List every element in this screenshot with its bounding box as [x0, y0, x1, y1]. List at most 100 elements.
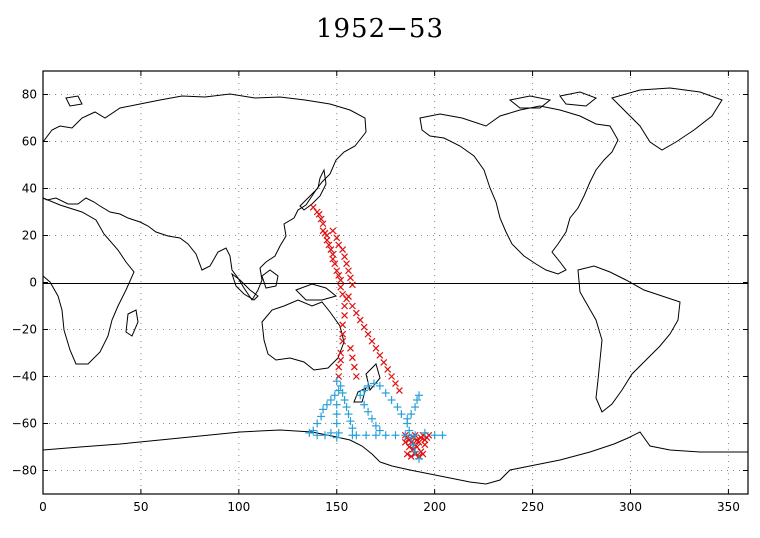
blue-plus-marker [371, 421, 380, 430]
blue-plus-marker [317, 412, 326, 421]
red-cross-marker [352, 373, 360, 380]
x-tick-label: 150 [325, 500, 348, 514]
red-cross-marker [352, 309, 360, 317]
blue-plus-marker [332, 433, 341, 442]
red-cross-marker [337, 283, 345, 291]
blue-plus-marker [346, 417, 355, 426]
red-cross-marker [348, 302, 356, 310]
x-tick-label: 250 [521, 500, 544, 514]
red-cross-marker [392, 380, 399, 387]
x-tick-label: 50 [133, 500, 148, 514]
blue-plus-marker [362, 431, 371, 440]
blue-plus-marker [381, 431, 390, 440]
red-cross-marker [347, 344, 354, 352]
red-cross-marker [368, 337, 376, 345]
blue-plus-marker [319, 405, 328, 414]
blue-plus-marker [342, 403, 351, 412]
blue-plus-marker [332, 400, 341, 409]
blue-plus-marker [352, 431, 361, 440]
grid-lines [43, 71, 748, 494]
blue-plus-marker [344, 410, 353, 419]
y-tick-label: −60 [12, 417, 37, 431]
red-cross-marker [356, 316, 364, 324]
red-cross-marker [343, 260, 350, 268]
blue-plus-marker [368, 414, 376, 423]
red-cross-marker [341, 253, 349, 261]
red-cross-marker [333, 234, 341, 242]
red-cross-marker [315, 210, 323, 218]
blue-plus-marker [391, 431, 400, 440]
blue-plus-marker [420, 428, 429, 437]
red-cross-marker [339, 246, 347, 254]
blue-plus-marker [407, 410, 416, 419]
africa-coast [43, 197, 135, 365]
red-cross-marker [407, 452, 415, 460]
red-cross-marker [323, 236, 331, 244]
blue-plus-marker [332, 410, 341, 419]
x-tick-label: 350 [717, 500, 740, 514]
indonesia-coast [231, 269, 338, 301]
axis-ticks: 0 50 100 150 200 250 300 350806040200−20−40−60−… [12, 71, 748, 514]
blue-plus-marker [375, 426, 384, 435]
blue-plus-marker [415, 391, 423, 400]
red-cross-marker [339, 321, 347, 329]
greenland-coast [611, 87, 723, 151]
data-points [305, 203, 447, 463]
red-cross-marker [337, 356, 345, 364]
blue-plus-marker [405, 426, 414, 435]
blue-plus-marker [336, 381, 345, 390]
blue-plus-marker [332, 419, 341, 428]
blue-plus-marker [334, 428, 343, 437]
australia-coast [261, 299, 345, 371]
eurasia-coast [43, 93, 367, 301]
red-cross-marker [327, 246, 335, 254]
blue-plus-marker [364, 381, 373, 390]
y-tick-label: 0 [29, 276, 37, 290]
blue-plus-marker [403, 419, 412, 428]
red-cross-marker [380, 358, 388, 366]
x-tick-label: 100 [227, 500, 250, 514]
blue-plus-marker [332, 377, 341, 386]
blue-plus-marker [326, 428, 335, 437]
x-tick-label: 300 [619, 500, 642, 514]
antarctica-coast [43, 429, 748, 485]
y-tick-label: 80 [22, 88, 37, 102]
blue-plus-marker [387, 396, 396, 404]
blue-plus-marker [364, 407, 373, 416]
blue-plus-marker [305, 428, 314, 437]
red-cross-marker [329, 255, 337, 263]
plot-frame [42, 70, 749, 495]
blue-plus-marker [326, 396, 335, 404]
red-cross-marker [348, 281, 356, 289]
red-cross-marker [341, 302, 349, 310]
y-tick-label: 20 [22, 229, 37, 243]
red-cross-marker [329, 227, 337, 235]
red-cross-marker [335, 272, 343, 279]
red-cross-marker [325, 241, 333, 249]
blue-plus-marker [340, 396, 349, 404]
chart-title: 1952−53 [315, 14, 445, 44]
red-cross-marker [319, 220, 327, 228]
blue-plus-marker [411, 403, 420, 412]
red-cross-marker [339, 337, 347, 345]
red-cross-marker [333, 267, 341, 275]
x-tick-label: 0 [39, 500, 47, 514]
blue-plus-marker [438, 431, 447, 440]
red-cross-marker [376, 351, 384, 359]
blue-plus-marker [360, 400, 369, 409]
red-cross-marker [331, 260, 339, 268]
red-cross-marker [350, 363, 358, 371]
red-cross-marker [335, 363, 343, 371]
arctic-islands-coast [65, 91, 597, 109]
north-america-coast [419, 105, 619, 275]
red-cross-marker [345, 267, 352, 275]
x-tick-label: 200 [423, 500, 446, 514]
coastlines [43, 87, 748, 485]
south-america-coast [577, 265, 681, 413]
y-tick-label: −40 [12, 370, 37, 384]
blue-plus-marker [371, 431, 380, 440]
blue-plus-marker [415, 454, 423, 463]
red-cross-marker [372, 344, 380, 352]
red-cross-marker [401, 438, 409, 446]
